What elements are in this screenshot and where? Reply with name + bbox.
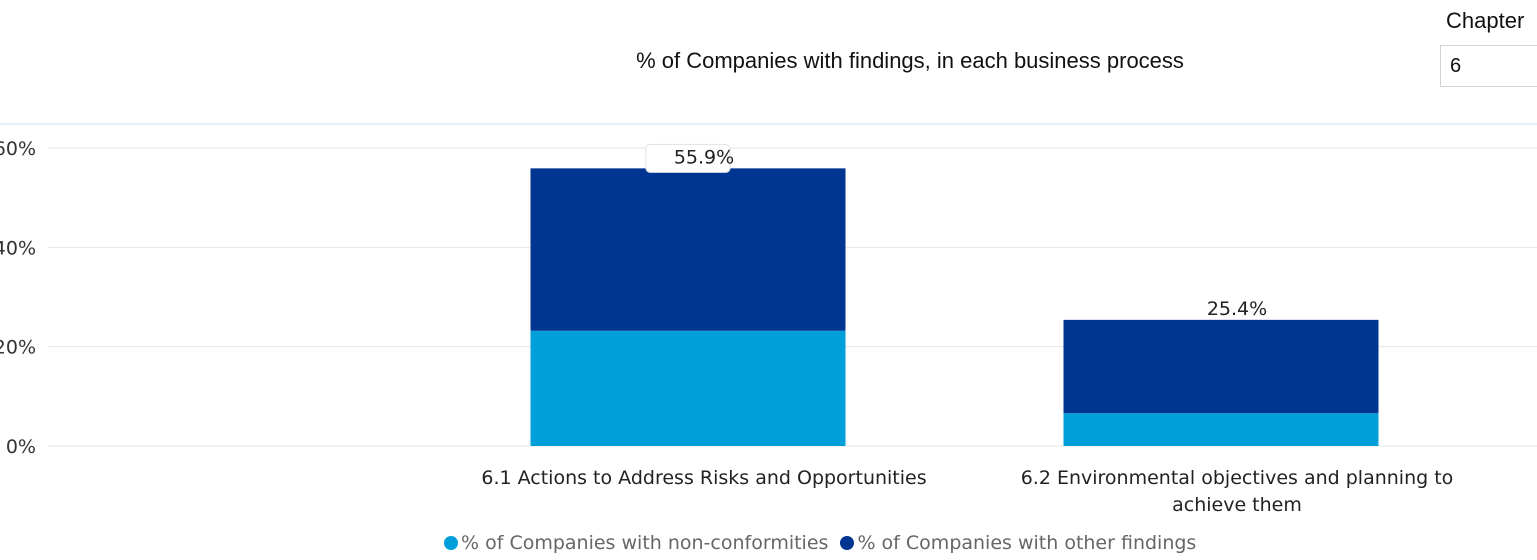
legend-label-other-findings: % of Companies with other findings <box>857 532 1197 554</box>
bar-segment[interactable] <box>530 168 846 331</box>
bar-segment[interactable] <box>530 330 846 446</box>
legend-item-non-conformities[interactable]: % of Companies with non-conformities <box>444 532 828 554</box>
y-tick-label: 0% <box>6 436 36 458</box>
bar-segment[interactable] <box>1063 319 1379 414</box>
chapter-slicer-input[interactable]: 6 <box>1440 45 1537 87</box>
chart-title: % of Companies with findings, in each bu… <box>636 48 1184 73</box>
x-category-label: 6.1 Actions to Address Risks and Opportu… <box>481 467 926 489</box>
x-category-label: achieve them <box>1172 494 1302 516</box>
y-tick-label: 40% <box>0 237 36 259</box>
chapter-slicer-label: Chapter <box>1446 8 1525 33</box>
legend-label-non-conformities: % of Companies with non-conformities <box>461 532 829 554</box>
legend-item-other-findings[interactable]: % of Companies with other findings <box>840 532 1196 554</box>
y-tick-label: 20% <box>0 337 36 359</box>
legend-swatch-non-conformities <box>444 536 458 550</box>
chart-legend: % of Companies with non-conformities % o… <box>444 532 1202 554</box>
stacked-bar-chart: 0% 20% 40% 60% 55.9% 6.1 Actions to Address R… <box>0 123 1537 516</box>
data-label-total: 25.4% <box>1207 298 1267 320</box>
x-category-label: 6.2 Environmental objectives and plannin… <box>1021 467 1454 489</box>
y-tick-label: 60% <box>0 138 36 160</box>
data-label-total: 55.9% <box>674 146 734 168</box>
data-label-background <box>645 143 731 173</box>
legend-swatch-other-findings <box>840 536 855 550</box>
bar-segment[interactable] <box>1063 413 1379 446</box>
